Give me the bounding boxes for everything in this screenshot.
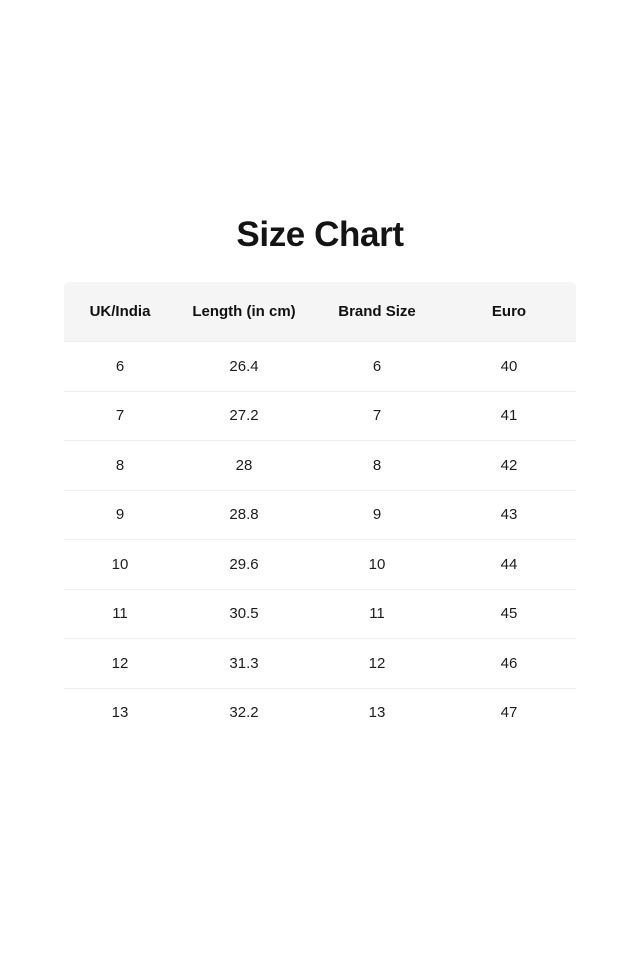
column-header-brand-size: Brand Size <box>338 303 416 320</box>
cell-length-cm: 28.8 <box>176 489 312 540</box>
table-header: UK/India Length (in cm) Brand Size Euro <box>64 282 576 342</box>
table-row: 12 31.3 12 46 <box>64 638 576 688</box>
cell-euro: 45 <box>442 588 576 639</box>
table-header-row: UK/India Length (in cm) Brand Size Euro <box>64 282 576 342</box>
cell-uk-india: 10 <box>64 539 176 589</box>
cell-uk-india: 11 <box>64 588 176 639</box>
cell-euro: 40 <box>442 341 576 391</box>
table-row: 6 26.4 6 40 <box>64 341 576 391</box>
page-title: Size Chart <box>236 215 404 254</box>
cell-uk-india: 12 <box>64 638 176 688</box>
cell-brand-size: 11 <box>312 588 442 639</box>
cell-euro: 44 <box>442 539 576 589</box>
cell-brand-size: 10 <box>312 539 442 589</box>
cell-uk-india: 6 <box>64 341 176 391</box>
cell-uk-india: 9 <box>64 489 176 540</box>
cell-brand-size: 12 <box>312 638 442 688</box>
cell-euro: 43 <box>442 489 576 540</box>
cell-length-cm: 32.2 <box>176 687 312 737</box>
table-row: 8 28 8 42 <box>64 440 576 490</box>
cell-length-cm: 31.3 <box>176 638 312 688</box>
table-row: 10 29.6 10 44 <box>64 539 576 589</box>
cell-euro: 46 <box>442 638 576 688</box>
table-body: 6 26.4 6 40 7 27.2 7 41 8 28 8 42 <box>64 341 576 737</box>
column-header-length-cm: Length (in cm) <box>192 303 296 320</box>
cell-brand-size: 9 <box>312 489 442 540</box>
cell-length-cm: 29.6 <box>176 539 312 589</box>
size-chart-table-container: UK/India Length (in cm) Brand Size Euro … <box>64 282 576 737</box>
cell-euro: 42 <box>442 440 576 490</box>
cell-uk-india: 13 <box>64 687 176 737</box>
cell-brand-size: 8 <box>312 440 442 490</box>
cell-uk-india: 8 <box>64 440 176 490</box>
table-row: 9 28.8 9 43 <box>64 489 576 540</box>
column-header-euro: Euro <box>491 303 527 320</box>
column-header-uk-india: UK/India <box>89 303 151 320</box>
cell-brand-size: 6 <box>312 341 442 391</box>
cell-euro: 47 <box>442 687 576 737</box>
cell-brand-size: 7 <box>312 390 442 441</box>
cell-length-cm: 26.4 <box>176 341 312 391</box>
table-row: 13 32.2 13 47 <box>64 687 576 737</box>
cell-length-cm: 30.5 <box>176 588 312 639</box>
table-row: 11 30.5 11 45 <box>64 588 576 639</box>
cell-brand-size: 13 <box>312 687 442 737</box>
size-chart-table: UK/India Length (in cm) Brand Size Euro … <box>64 282 576 737</box>
table-row: 7 27.2 7 41 <box>64 390 576 441</box>
cell-length-cm: 27.2 <box>176 390 312 441</box>
cell-uk-india: 7 <box>64 390 176 441</box>
cell-euro: 41 <box>442 390 576 441</box>
cell-length-cm: 28 <box>176 440 312 490</box>
